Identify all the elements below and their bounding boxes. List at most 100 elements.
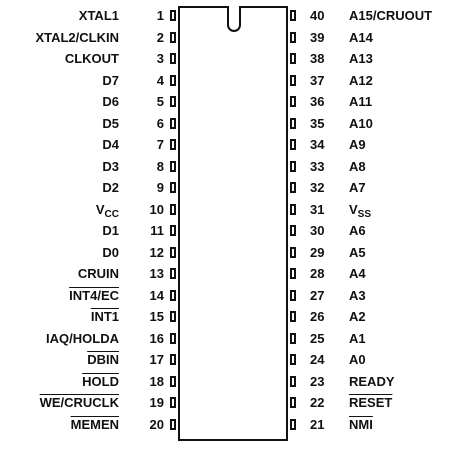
pin-30-label: A6 bbox=[349, 223, 366, 238]
pin-12-number: 12 bbox=[149, 244, 164, 260]
pin-19-lead bbox=[170, 397, 176, 408]
pin-11-label: D1 bbox=[102, 223, 119, 238]
pin-12-lead bbox=[170, 246, 176, 258]
pin-2-number: 2 bbox=[156, 29, 164, 45]
pin-31-label: VSS bbox=[349, 201, 372, 220]
pin-26-label: A2 bbox=[349, 309, 366, 324]
pin-18-label: HOLD bbox=[82, 374, 119, 389]
pin-38-number: 38 bbox=[310, 51, 325, 66]
pin-34-number: 34 bbox=[310, 137, 325, 152]
pin-17-label-text: DBIN bbox=[87, 352, 119, 367]
pin-7-label: D4 bbox=[102, 137, 119, 152]
pin-12-label-text: D0 bbox=[102, 244, 119, 260]
pin-24-number: 24 bbox=[310, 352, 325, 367]
pin-35-label-text: A10 bbox=[349, 115, 373, 131]
pin-4-lead bbox=[170, 74, 176, 86]
pin-39-number: 39 bbox=[310, 29, 325, 45]
pin-39-lead bbox=[290, 31, 296, 43]
pin-14-label: INT4/EC bbox=[69, 288, 119, 303]
pin-16-lead bbox=[170, 332, 176, 344]
pin-27-lead bbox=[290, 289, 296, 301]
pin-32-label-text: A7 bbox=[349, 180, 366, 195]
pin-23-number: 23 bbox=[310, 373, 325, 389]
pin-1-label: XTAL1 bbox=[79, 8, 119, 23]
pin-40-number: 40 bbox=[310, 8, 325, 23]
pin-6-lead bbox=[170, 117, 176, 129]
pin-21-label-text: NMI bbox=[349, 416, 373, 432]
pin-8-lead bbox=[170, 160, 176, 172]
pin-4-number: 4 bbox=[156, 72, 164, 88]
pin-34-label-text: A9 bbox=[349, 137, 366, 152]
pin-38-lead bbox=[290, 53, 296, 64]
pin-36-label: A11 bbox=[349, 94, 372, 109]
pin-32-label: A7 bbox=[349, 180, 366, 195]
pin-6-number: 6 bbox=[156, 115, 164, 131]
pin-19-number: 19 bbox=[149, 395, 164, 410]
pin-10-number: 10 bbox=[149, 201, 164, 217]
pin-9-number: 9 bbox=[156, 180, 164, 195]
pin-33-label: A8 bbox=[349, 159, 366, 174]
pin-16-label-text: IAQ/HOLDA bbox=[46, 330, 119, 346]
pin-2-lead bbox=[170, 31, 176, 43]
pin-37-lead bbox=[290, 74, 296, 86]
pin-31-number: 31 bbox=[310, 201, 325, 217]
pin-40-label: A15/CRUOUT bbox=[349, 8, 432, 23]
pin-25-label: A1 bbox=[349, 331, 366, 346]
pin-23-label: READY bbox=[349, 374, 395, 389]
pin-36-lead bbox=[290, 96, 296, 107]
pin-21-lead bbox=[290, 418, 296, 430]
pin-26-number: 26 bbox=[310, 309, 325, 324]
pin-4-label: D7 bbox=[102, 73, 119, 88]
pin-3-lead bbox=[170, 53, 176, 64]
pin-31-label-subscript: SS bbox=[357, 208, 372, 220]
pin-35-lead bbox=[290, 117, 296, 129]
pin-11-lead bbox=[170, 225, 176, 236]
pin-1-number: 1 bbox=[156, 8, 164, 23]
pin-9-lead bbox=[170, 182, 176, 193]
pin-24-label-text: A0 bbox=[349, 352, 366, 367]
pin-18-label-text: HOLD bbox=[82, 373, 119, 389]
pin-24-label: A0 bbox=[349, 352, 366, 367]
pin-39-label: A14 bbox=[349, 30, 373, 45]
pin-15-lead bbox=[170, 311, 176, 322]
pin-7-label-text: D4 bbox=[102, 137, 119, 152]
pin-33-lead bbox=[290, 160, 296, 172]
pin-27-label: A3 bbox=[349, 288, 366, 303]
pin-28-label-text: A4 bbox=[349, 266, 366, 281]
pin-33-label-text: A8 bbox=[349, 158, 366, 174]
pin-21-number: 21 bbox=[310, 416, 325, 432]
pin-31-label-text: V bbox=[349, 201, 358, 217]
pin-29-label: A5 bbox=[349, 245, 366, 260]
pin-15-label: INT1 bbox=[91, 309, 119, 324]
pin-5-label-text: D6 bbox=[102, 94, 119, 109]
pin-20-label-text: MEMEN bbox=[70, 416, 119, 432]
pin-2-label: XTAL2/CLKIN bbox=[35, 30, 119, 45]
pin-27-label-text: A3 bbox=[349, 287, 366, 303]
pin-13-lead bbox=[170, 268, 176, 279]
pin-28-number: 28 bbox=[310, 266, 325, 281]
pin-16-label: IAQ/HOLDA bbox=[46, 331, 119, 346]
pin-15-number: 15 bbox=[149, 309, 164, 324]
pin-18-lead bbox=[170, 375, 176, 387]
pin-8-label-text: D3 bbox=[102, 158, 119, 174]
pin-20-number: 20 bbox=[149, 416, 164, 432]
pin-6-label: D5 bbox=[102, 116, 119, 131]
pin-25-lead bbox=[290, 332, 296, 344]
pin-30-lead bbox=[290, 225, 296, 236]
pin-10-label-subscript: CC bbox=[104, 208, 119, 220]
pin-10-label: VCC bbox=[95, 201, 119, 220]
pin-10-lead bbox=[170, 203, 176, 215]
pin-10-label-text: V bbox=[95, 201, 105, 217]
pin-33-number: 33 bbox=[310, 158, 325, 174]
pin-16-number: 16 bbox=[149, 330, 164, 346]
pin-30-label-text: A6 bbox=[349, 223, 366, 238]
pin-19-label-text: WE/CRUCLK bbox=[39, 395, 119, 410]
pin-6-label-text: D5 bbox=[102, 115, 119, 131]
pin-26-label-text: A2 bbox=[349, 309, 366, 324]
pin-8-label: D3 bbox=[102, 159, 119, 174]
pin-32-number: 32 bbox=[310, 180, 325, 195]
pin-37-label-text: A12 bbox=[349, 72, 373, 88]
pin-15-label-text: INT1 bbox=[90, 309, 119, 324]
pin-38-label-text: A13 bbox=[349, 51, 373, 66]
